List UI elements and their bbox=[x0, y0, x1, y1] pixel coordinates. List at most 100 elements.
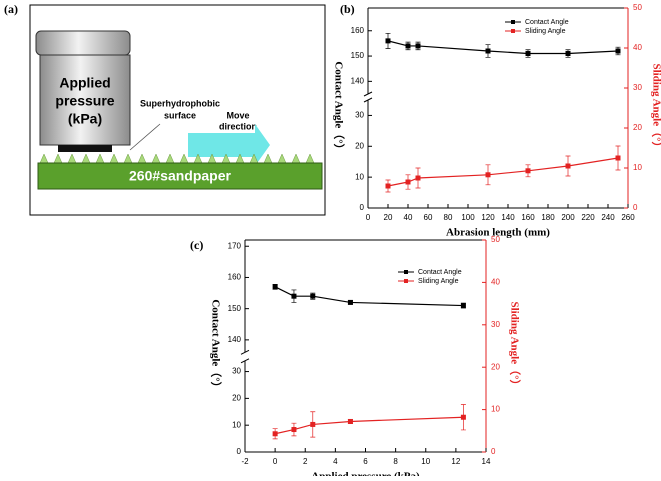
surface-text: Superhydrophobic bbox=[140, 98, 220, 108]
x-axis-title: Applied pressure (kPa) bbox=[311, 471, 420, 476]
x-tick-label: 20 bbox=[384, 213, 393, 222]
y2-tick-label: 10 bbox=[491, 405, 500, 414]
marker bbox=[291, 293, 297, 299]
legend-label: Sliding Angle bbox=[525, 28, 566, 35]
y-tick-label: 140 bbox=[351, 76, 365, 85]
axis-break bbox=[240, 358, 250, 364]
move-text: direction bbox=[219, 121, 257, 131]
x-tick-label: 8 bbox=[393, 457, 398, 466]
y-tick-label: 140 bbox=[228, 335, 242, 344]
y-tick-label: 170 bbox=[228, 241, 242, 250]
y-tick-label: 30 bbox=[232, 367, 241, 376]
series-line bbox=[387, 40, 619, 55]
series-line bbox=[274, 286, 464, 307]
x-tick-label: 40 bbox=[404, 213, 413, 222]
y2-tick-label: 20 bbox=[633, 123, 642, 132]
weight-handle bbox=[35, 30, 131, 56]
x-tick-label: 0 bbox=[273, 457, 278, 466]
y2-tick-label: 0 bbox=[491, 447, 496, 456]
y2-tick-label: 0 bbox=[633, 203, 638, 212]
pointer-line bbox=[129, 123, 161, 151]
weight-body bbox=[39, 54, 131, 146]
x-axis-title: Abrasion length (mm) bbox=[446, 227, 550, 239]
y-axis-title: Contact Angle（°） bbox=[332, 61, 345, 154]
x-tick-label: 4 bbox=[333, 457, 338, 466]
marker bbox=[615, 48, 621, 54]
y2-tick-label: 50 bbox=[633, 3, 642, 12]
marker bbox=[615, 155, 621, 161]
x-tick-label: 6 bbox=[363, 457, 368, 466]
weight-text: pressure bbox=[55, 93, 114, 109]
x-tick-label: 120 bbox=[481, 213, 495, 222]
move-text: Move bbox=[226, 110, 249, 120]
marker bbox=[385, 38, 391, 44]
y-tick-label: 0 bbox=[360, 203, 365, 212]
marker bbox=[525, 51, 531, 57]
y-axis-title: Contact Angle（°） bbox=[209, 299, 222, 392]
sandpaper bbox=[37, 162, 323, 190]
x-tick-label: 2 bbox=[303, 457, 308, 466]
y2-tick-label: 40 bbox=[633, 43, 642, 52]
surface-text: surface bbox=[164, 110, 196, 120]
y-tick-label: 20 bbox=[232, 393, 241, 402]
y2-tick-label: 40 bbox=[491, 278, 500, 287]
marker bbox=[415, 43, 421, 49]
x-tick-label: 12 bbox=[451, 457, 460, 466]
y2-tick-label: 50 bbox=[491, 235, 500, 244]
marker bbox=[565, 163, 571, 169]
y-tick-label: 160 bbox=[228, 273, 242, 282]
y-tick-label: 10 bbox=[232, 420, 241, 429]
marker bbox=[385, 183, 391, 189]
y2-tick-label: 30 bbox=[491, 320, 500, 329]
panel-label: (c) bbox=[190, 238, 203, 252]
marker bbox=[525, 168, 531, 174]
x-tick-label: 80 bbox=[444, 213, 453, 222]
x-tick-label: 260 bbox=[621, 213, 635, 222]
marker bbox=[405, 43, 411, 49]
y-tick-label: 150 bbox=[351, 51, 365, 60]
x-tick-label: 14 bbox=[482, 457, 491, 466]
marker bbox=[565, 51, 571, 57]
marker bbox=[272, 284, 278, 290]
axis-break bbox=[240, 349, 250, 355]
y2-tick-label: 10 bbox=[633, 163, 642, 172]
marker bbox=[415, 175, 421, 181]
marker bbox=[272, 431, 278, 437]
legend-marker bbox=[511, 20, 515, 24]
x-tick-label: 180 bbox=[541, 213, 555, 222]
marker bbox=[347, 418, 353, 424]
weight-text: (kPa) bbox=[68, 111, 102, 127]
marker bbox=[405, 179, 411, 185]
x-tick-label: 200 bbox=[561, 213, 575, 222]
y2-tick-label: 30 bbox=[633, 83, 642, 92]
marker bbox=[347, 299, 353, 305]
y-tick-label: 30 bbox=[355, 111, 364, 120]
marker bbox=[485, 172, 491, 178]
marker bbox=[460, 303, 466, 309]
x-tick-label: 240 bbox=[601, 213, 615, 222]
weight-text: Applied bbox=[59, 75, 110, 91]
x-tick-label: 220 bbox=[581, 213, 595, 222]
legend-label: Sliding Angle bbox=[418, 278, 459, 285]
y-tick-label: 0 bbox=[237, 447, 242, 456]
panel-label: (b) bbox=[340, 2, 355, 16]
y-tick-label: 10 bbox=[355, 172, 364, 181]
series-line bbox=[274, 416, 464, 435]
y2-tick-label: 20 bbox=[491, 362, 500, 371]
marker bbox=[460, 414, 466, 420]
x-tick-label: 100 bbox=[461, 213, 475, 222]
y2-axis-title: Sliding Angle（°） bbox=[508, 301, 521, 390]
legend-marker bbox=[404, 279, 408, 283]
axis-break bbox=[363, 97, 373, 103]
x-tick-label: 0 bbox=[366, 213, 371, 222]
panel-label: (a) bbox=[4, 2, 18, 16]
marker bbox=[310, 421, 316, 427]
legend-label: Contact Angle bbox=[525, 19, 569, 26]
marker bbox=[485, 48, 491, 54]
y-tick-label: 20 bbox=[355, 141, 364, 150]
y-tick-label: 150 bbox=[228, 304, 242, 313]
move-arrow bbox=[188, 124, 270, 166]
y-tick-label: 160 bbox=[351, 26, 365, 35]
x-tick-label: 160 bbox=[521, 213, 535, 222]
